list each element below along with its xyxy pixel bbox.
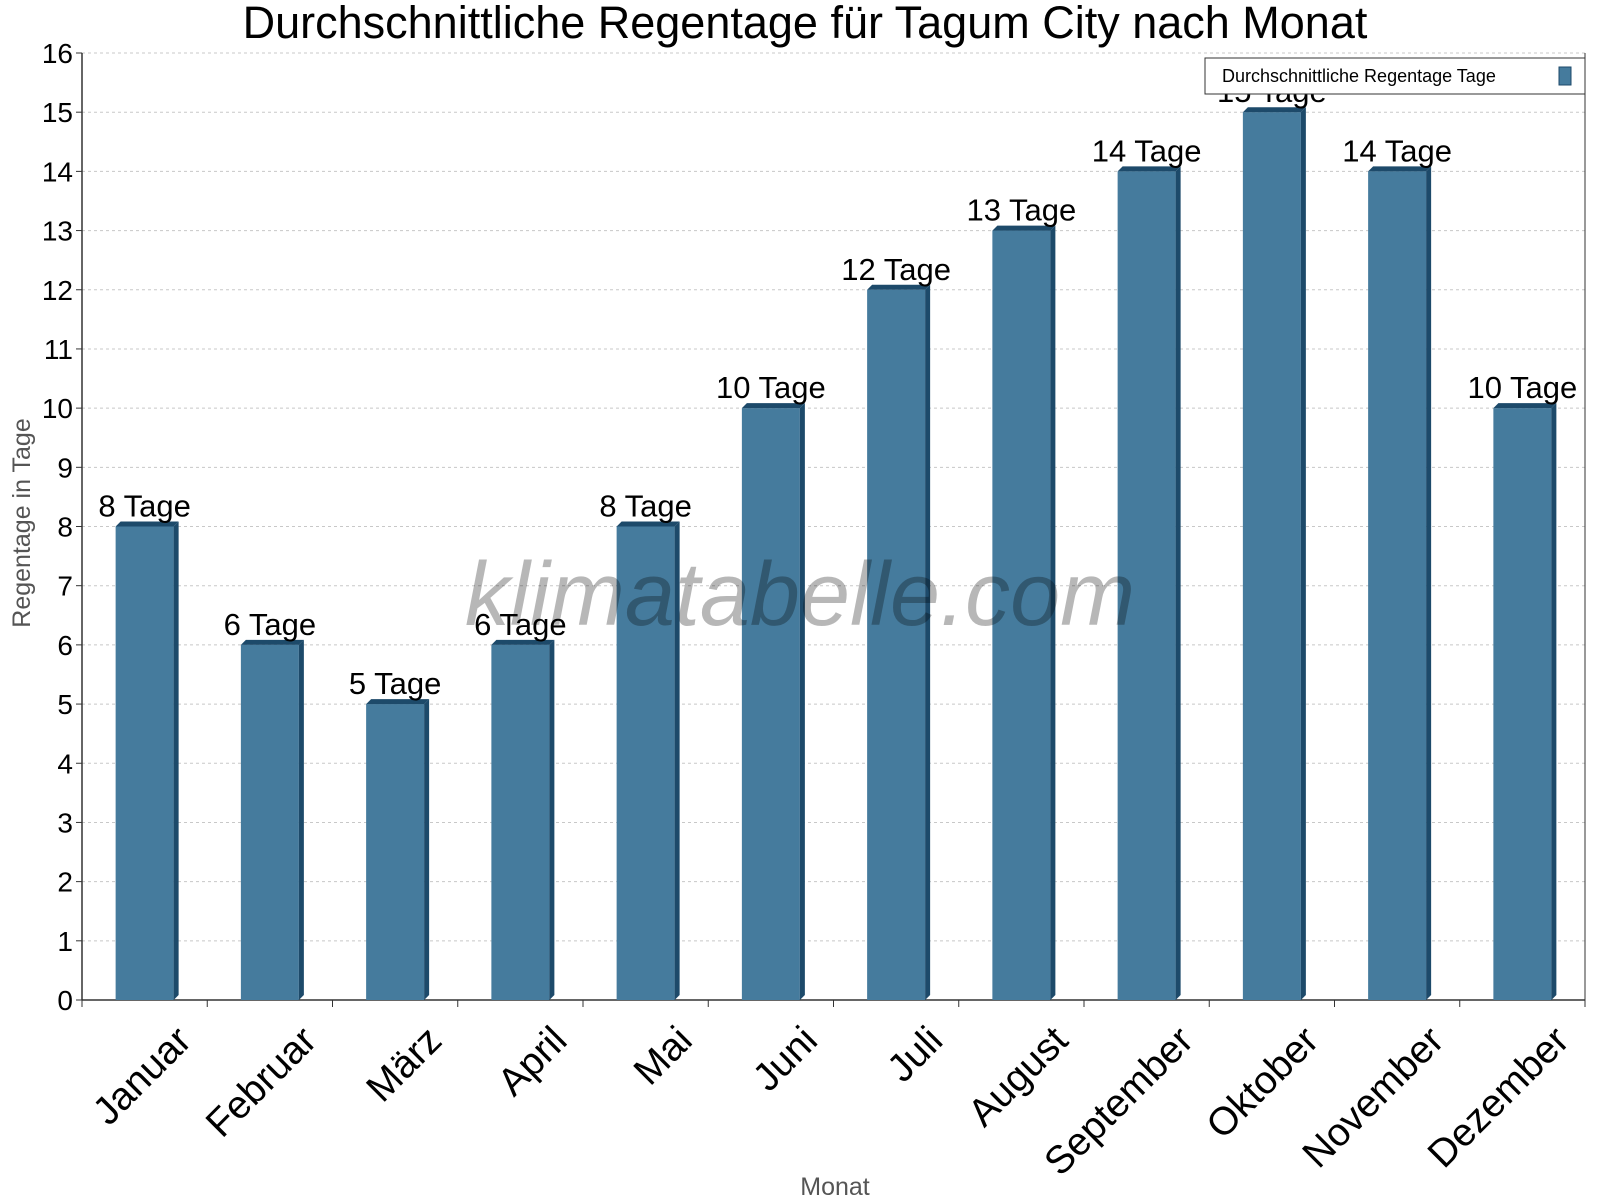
bar-face bbox=[366, 704, 425, 1000]
grid-lines bbox=[82, 52, 1585, 942]
bar bbox=[1493, 403, 1557, 1000]
y-tick-label: 3 bbox=[57, 807, 73, 838]
bar-top bbox=[1117, 166, 1181, 172]
bar bbox=[616, 521, 680, 1000]
legend-label: Durchschnittliche Regentage Tage bbox=[1222, 66, 1496, 86]
bar-face bbox=[1242, 112, 1301, 1000]
y-tick-label: 12 bbox=[42, 275, 73, 306]
data-label: 12 Tage bbox=[841, 252, 951, 287]
legend-swatch bbox=[1558, 66, 1572, 86]
x-tick-label: Mai bbox=[626, 1019, 701, 1094]
bar-side bbox=[799, 403, 805, 1000]
bar bbox=[1117, 166, 1181, 1000]
x-tick-label: Juni bbox=[745, 1019, 826, 1100]
x-tick-label: Februar bbox=[198, 1019, 325, 1146]
x-axis-title: Monat bbox=[800, 1173, 870, 1200]
data-label: 6 Tage bbox=[474, 607, 567, 642]
bar-side bbox=[1175, 166, 1181, 1000]
bar bbox=[992, 225, 1056, 1000]
bar-side bbox=[674, 521, 680, 1000]
bar-face bbox=[491, 644, 550, 1000]
bar-top bbox=[115, 521, 179, 527]
y-tick-label: 2 bbox=[57, 867, 73, 898]
y-axis-title: Regentage in Tage bbox=[8, 418, 36, 627]
bar-face bbox=[240, 644, 299, 1000]
watermark: klimatabelle.com bbox=[465, 545, 1135, 645]
bar bbox=[240, 639, 304, 1000]
data-label: 10 Tage bbox=[1467, 370, 1577, 405]
y-tick-label: 8 bbox=[57, 512, 73, 543]
bar-face bbox=[1493, 408, 1552, 1000]
data-label: 8 Tage bbox=[599, 489, 692, 524]
bar bbox=[867, 284, 931, 1000]
x-tick-label: März bbox=[358, 1019, 450, 1111]
bars bbox=[115, 107, 1557, 1000]
x-tick-label: Januar bbox=[85, 1019, 200, 1134]
bar-top bbox=[1368, 166, 1432, 172]
y-tick-label: 11 bbox=[44, 334, 73, 365]
bar-side bbox=[298, 639, 304, 1000]
bar-side bbox=[424, 699, 430, 1000]
bar-face bbox=[1117, 171, 1176, 1000]
bar-top bbox=[867, 284, 931, 290]
bar-face bbox=[616, 526, 675, 1000]
bar-face bbox=[741, 408, 800, 1000]
bar-top bbox=[992, 225, 1056, 231]
bar-side bbox=[173, 521, 179, 1000]
y-tick-label: 15 bbox=[42, 97, 73, 128]
y-tick-label: 16 bbox=[42, 38, 73, 69]
bar-side bbox=[925, 284, 931, 1000]
bar-top bbox=[240, 639, 304, 645]
bar-top bbox=[1493, 403, 1557, 409]
y-tick-label: 4 bbox=[57, 748, 73, 779]
bar-face bbox=[1368, 171, 1427, 1000]
legend: Durchschnittliche Regentage Tage bbox=[1204, 57, 1586, 95]
chart-title: Durchschnittliche Regentage für Tagum Ci… bbox=[243, 0, 1368, 48]
bar-side bbox=[549, 639, 555, 1000]
y-tick-label: 7 bbox=[57, 571, 73, 602]
bar-top bbox=[366, 699, 430, 705]
x-tick-label: August bbox=[960, 1019, 1076, 1135]
data-label: 8 Tage bbox=[98, 489, 191, 524]
data-label: 14 Tage bbox=[1342, 133, 1452, 168]
y-tick-label: 9 bbox=[57, 452, 73, 483]
bar bbox=[366, 699, 430, 1000]
bar-face bbox=[992, 230, 1051, 1000]
bar bbox=[491, 639, 555, 1000]
bar-top bbox=[491, 639, 555, 645]
data-label: 10 Tage bbox=[716, 370, 826, 405]
data-label: 5 Tage bbox=[349, 666, 442, 701]
bar bbox=[1368, 166, 1432, 1000]
bar-side bbox=[1426, 166, 1432, 1000]
bar-side bbox=[1551, 403, 1557, 1000]
bar-side bbox=[1300, 107, 1306, 1000]
data-label: 14 Tage bbox=[1092, 133, 1202, 168]
data-label: 6 Tage bbox=[224, 607, 317, 642]
x-tick-label: Oktober bbox=[1198, 1019, 1327, 1148]
y-tick-label: 14 bbox=[42, 156, 73, 187]
data-labels: 8 Tage 6 Tage 5 Tage 6 Tage 8 Tage 10 Tage 12 … bbox=[98, 74, 1577, 701]
y-tick-label: 5 bbox=[57, 689, 73, 720]
data-label: 13 Tage bbox=[966, 193, 1076, 228]
bar-side bbox=[1050, 225, 1056, 1000]
bar-top bbox=[616, 521, 680, 527]
legend-box bbox=[1204, 57, 1586, 95]
x-tick-label: Juli bbox=[879, 1019, 951, 1091]
y-tick-label: 6 bbox=[57, 630, 73, 661]
bar-top bbox=[1242, 107, 1306, 113]
y-tick-label: 10 bbox=[42, 393, 73, 424]
x-tick-label: April bbox=[490, 1019, 576, 1105]
bar-face bbox=[867, 289, 926, 1000]
y-tick-label: 1 bbox=[57, 926, 73, 957]
y-tick-label: 0 bbox=[57, 985, 73, 1016]
y-tick-label: 13 bbox=[42, 216, 73, 247]
bar-top bbox=[741, 403, 805, 409]
bar bbox=[115, 521, 179, 1000]
bar bbox=[1242, 107, 1306, 1000]
bar-face bbox=[115, 526, 174, 1000]
bar bbox=[741, 403, 805, 1000]
